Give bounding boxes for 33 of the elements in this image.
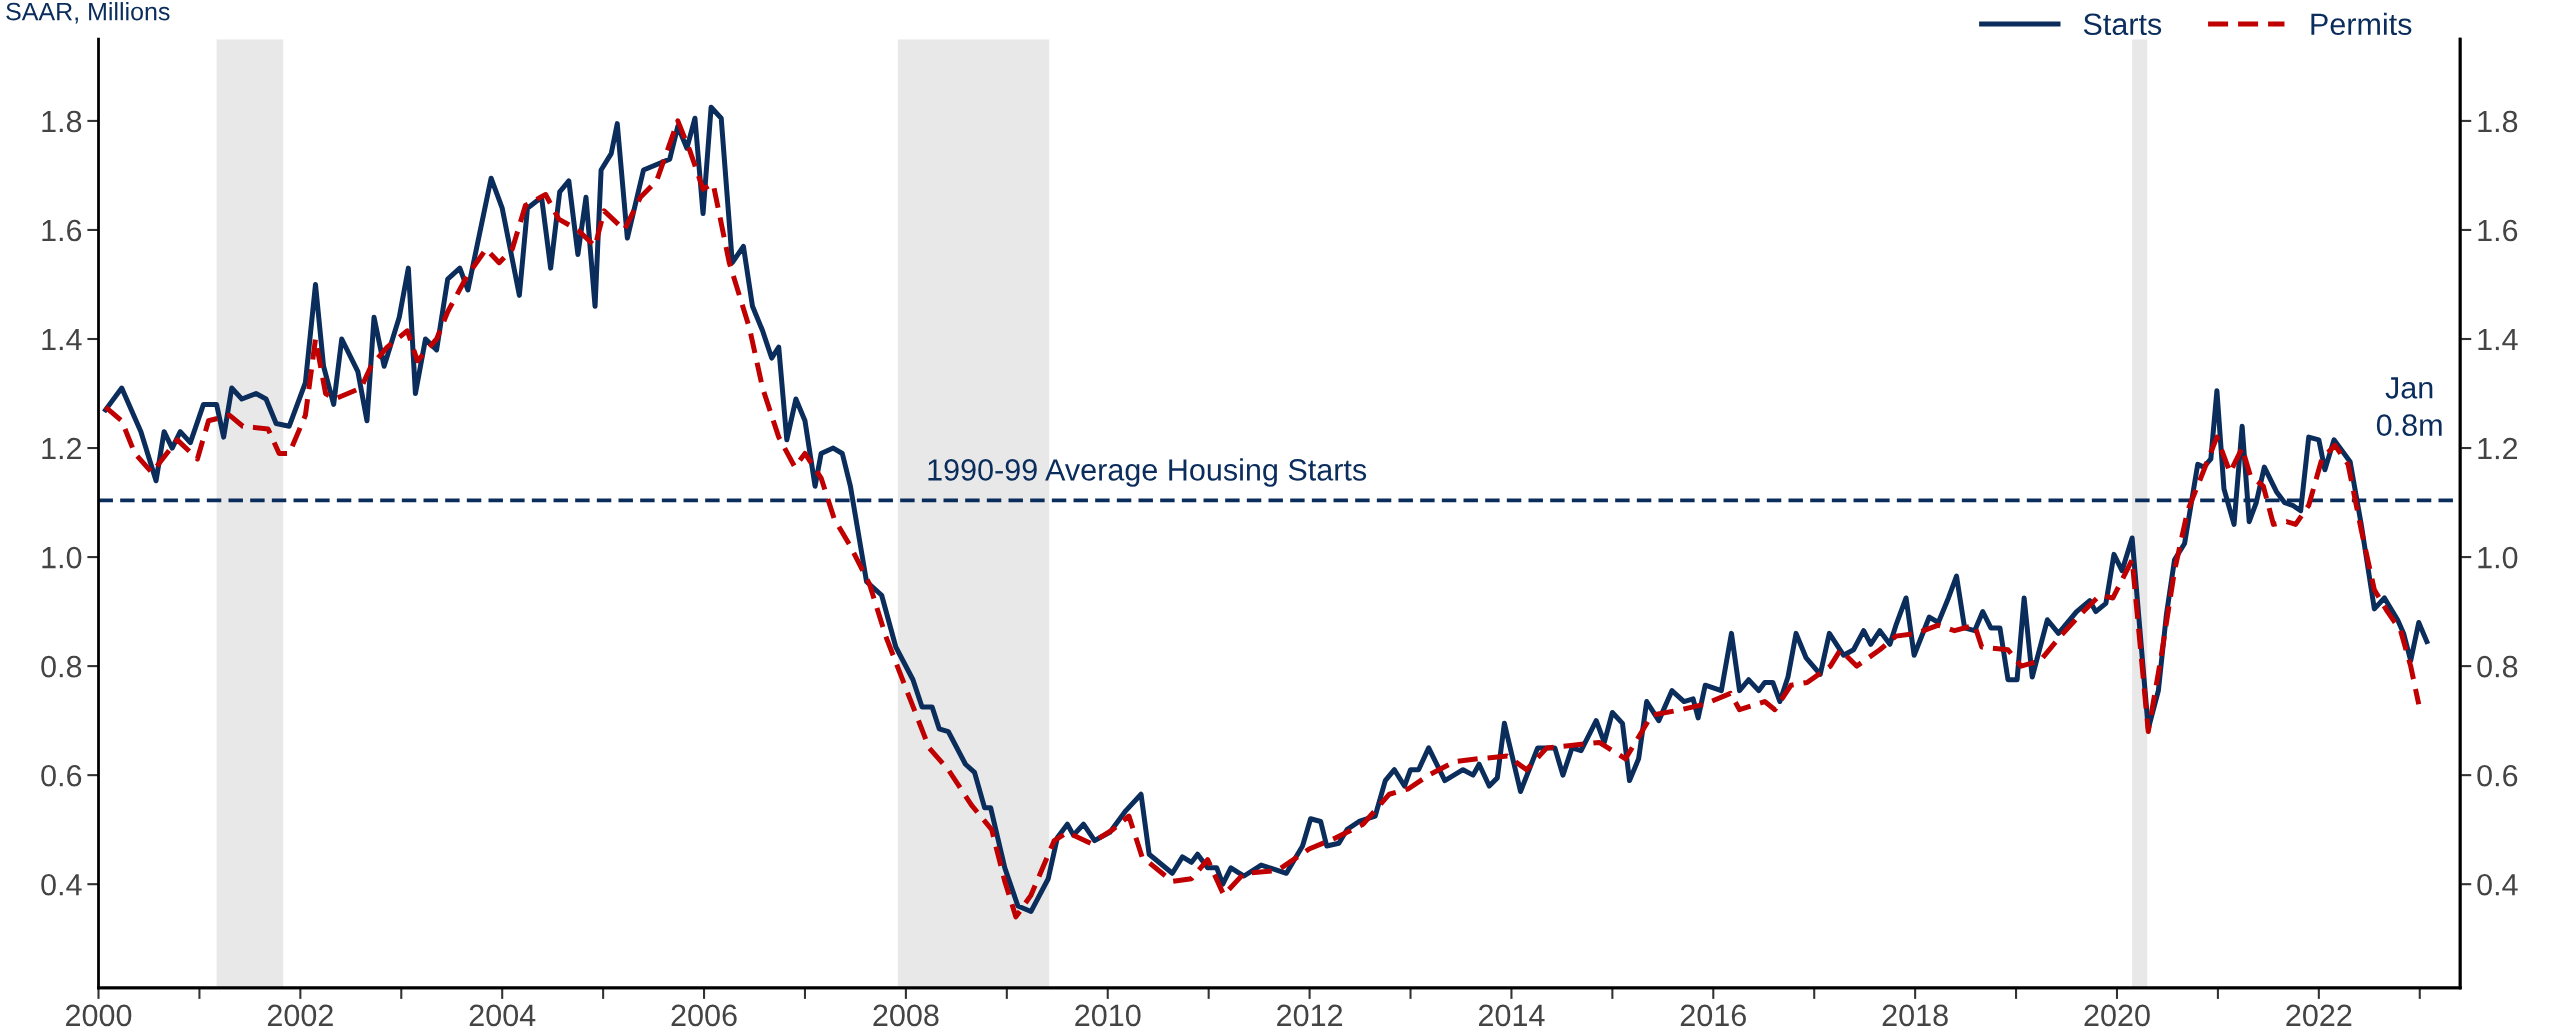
y2-tick-label: 1.6: [2478, 219, 2518, 242]
x-tick-label: 2006: [671, 1004, 737, 1027]
x-tick-label: 2008: [873, 1004, 939, 1027]
legend-label: Starts: [2083, 13, 2162, 36]
ref-line-label: 1990-99 Average Housing Starts: [928, 458, 1367, 487]
x-tick-label: 2022: [2286, 1004, 2352, 1027]
y-tick-label: 1.0: [42, 546, 82, 569]
y2-tick-label: 0.6: [2477, 764, 2518, 787]
annotation: Jan 0.8m: [2376, 377, 2442, 436]
y-tick-label: 1.2: [42, 437, 81, 460]
x-tick-label: 2010: [1075, 1004, 1141, 1027]
x-tick-label: 2004: [469, 1004, 536, 1027]
legend-label: Permits: [2311, 12, 2412, 36]
x-tick-label: 2014: [1479, 1004, 1545, 1027]
x-tick-label: 2018: [1882, 1004, 1948, 1027]
y-tick-label: 0.8: [41, 655, 82, 678]
y-tick-label: 1.6: [42, 219, 82, 242]
y-tick-label: 0.4: [41, 873, 82, 896]
x-tick-label: 2012: [1277, 1004, 1343, 1027]
y-axis-title: SAAR, Millions: [6, 2, 170, 24]
x-tick-label: 2016: [1680, 1004, 1746, 1027]
x-tick-label: 2020: [2084, 1004, 2150, 1027]
x-tick-label: 2002: [267, 1004, 333, 1027]
y2-tick-label: 1.4: [2478, 329, 2518, 351]
y-tick-label: 1.8: [42, 110, 82, 133]
y2-tick-label: 1.0: [2478, 546, 2518, 569]
y2-tick-label: 0.4: [2477, 873, 2518, 896]
y-tick-label: 0.6: [41, 764, 82, 787]
y2-tick-label: 1.2: [2478, 437, 2518, 460]
y-tick-label: 1.4: [42, 329, 82, 351]
x-tick-label: 2000: [66, 1004, 132, 1027]
y2-tick-label: 0.8: [2477, 655, 2518, 678]
y2-tick-label: 1.8: [2478, 110, 2518, 133]
